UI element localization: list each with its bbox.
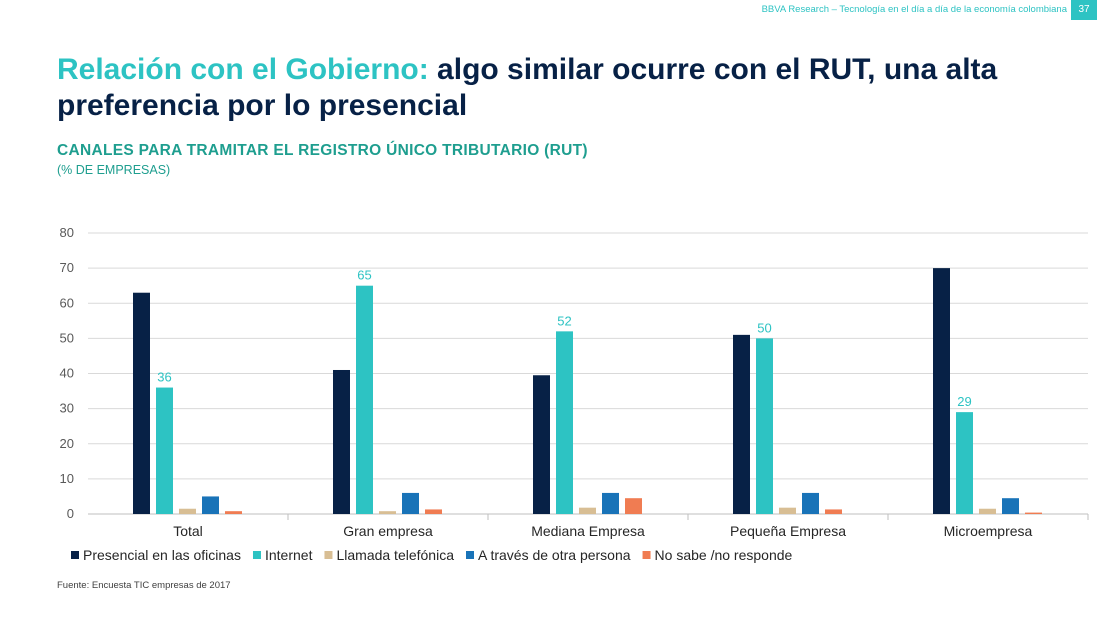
legend-swatch xyxy=(252,551,261,559)
bar xyxy=(333,369,350,514)
slide-title: Relación con el Gobierno: algo similar o… xyxy=(57,52,1057,124)
data-label: 50 xyxy=(757,320,771,335)
slide-title-accent: Relación con el Gobierno: xyxy=(57,53,429,86)
y-tick-label: 80 xyxy=(60,225,74,240)
bar-chart: 0 10 20 30 40 50 60 70 80 36 Total 65 Gran empresa 52… xyxy=(60,225,1089,563)
data-label: 29 xyxy=(957,394,971,409)
y-tick-label: 20 xyxy=(60,436,74,451)
legend-label: Llamada telefónica xyxy=(336,547,454,563)
bar xyxy=(379,511,396,514)
bar xyxy=(356,285,373,514)
legend-label: Presencial en las oficinas xyxy=(83,547,241,563)
bar xyxy=(1025,512,1042,514)
legend-label: A través de otra persona xyxy=(478,547,631,563)
slide-title-rest: algo similar ocurre con el RUT, una alta… xyxy=(57,53,998,122)
data-label: 65 xyxy=(357,268,371,283)
legend-swatch xyxy=(324,551,333,559)
bar xyxy=(825,509,842,514)
x-category-label: Gran empresa xyxy=(343,523,433,539)
x-category-label: Mediana Empresa xyxy=(531,523,645,539)
y-tick-label: 50 xyxy=(60,330,74,345)
data-label: 36 xyxy=(157,370,171,385)
bar xyxy=(133,292,150,514)
bar xyxy=(779,507,796,514)
legend-label: No sabe /no responde xyxy=(655,547,793,563)
header-text: BBVA Research – Tecnología en el día a d… xyxy=(761,4,1067,15)
chart-title: CANALES PARA TRAMITAR EL REGISTRO ÚNICO … xyxy=(57,142,588,159)
y-tick-label: 10 xyxy=(60,471,74,486)
bar xyxy=(979,508,996,514)
bar xyxy=(602,492,619,514)
y-tick-label: 40 xyxy=(60,366,74,381)
x-category-label: Total xyxy=(173,523,203,539)
y-tick-label: 0 xyxy=(67,506,74,521)
top-bar: BBVA Research – Tecnología en el día a d… xyxy=(0,0,1097,20)
bar xyxy=(202,496,219,514)
bar xyxy=(733,334,750,514)
bar xyxy=(533,375,550,514)
bar xyxy=(179,508,196,514)
bar xyxy=(225,511,242,514)
y-tick-label: 30 xyxy=(60,401,74,416)
x-category-label: Microempresa xyxy=(944,523,1033,539)
bar xyxy=(579,507,596,514)
legend-swatch xyxy=(642,551,651,559)
data-label: 52 xyxy=(557,313,571,328)
bar xyxy=(933,268,950,514)
legend-swatch xyxy=(466,551,474,559)
bar xyxy=(1002,498,1019,514)
y-tick-label: 60 xyxy=(60,295,74,310)
bar xyxy=(756,338,773,514)
bar xyxy=(802,492,819,514)
x-category-label: Pequeña Empresa xyxy=(730,523,846,539)
bar xyxy=(956,412,973,514)
page-number: 37 xyxy=(1071,0,1097,20)
bar xyxy=(625,498,642,514)
bar xyxy=(556,331,573,514)
bar xyxy=(402,492,419,514)
bar xyxy=(156,387,173,514)
legend-label: Internet xyxy=(265,547,313,563)
legend-swatch xyxy=(71,551,79,559)
bar xyxy=(425,509,442,514)
chart-subtitle: (% DE EMPRESAS) xyxy=(57,163,171,177)
y-tick-label: 70 xyxy=(60,260,74,275)
source-note: Fuente: Encuesta TIC empresas de 2017 xyxy=(57,580,231,591)
